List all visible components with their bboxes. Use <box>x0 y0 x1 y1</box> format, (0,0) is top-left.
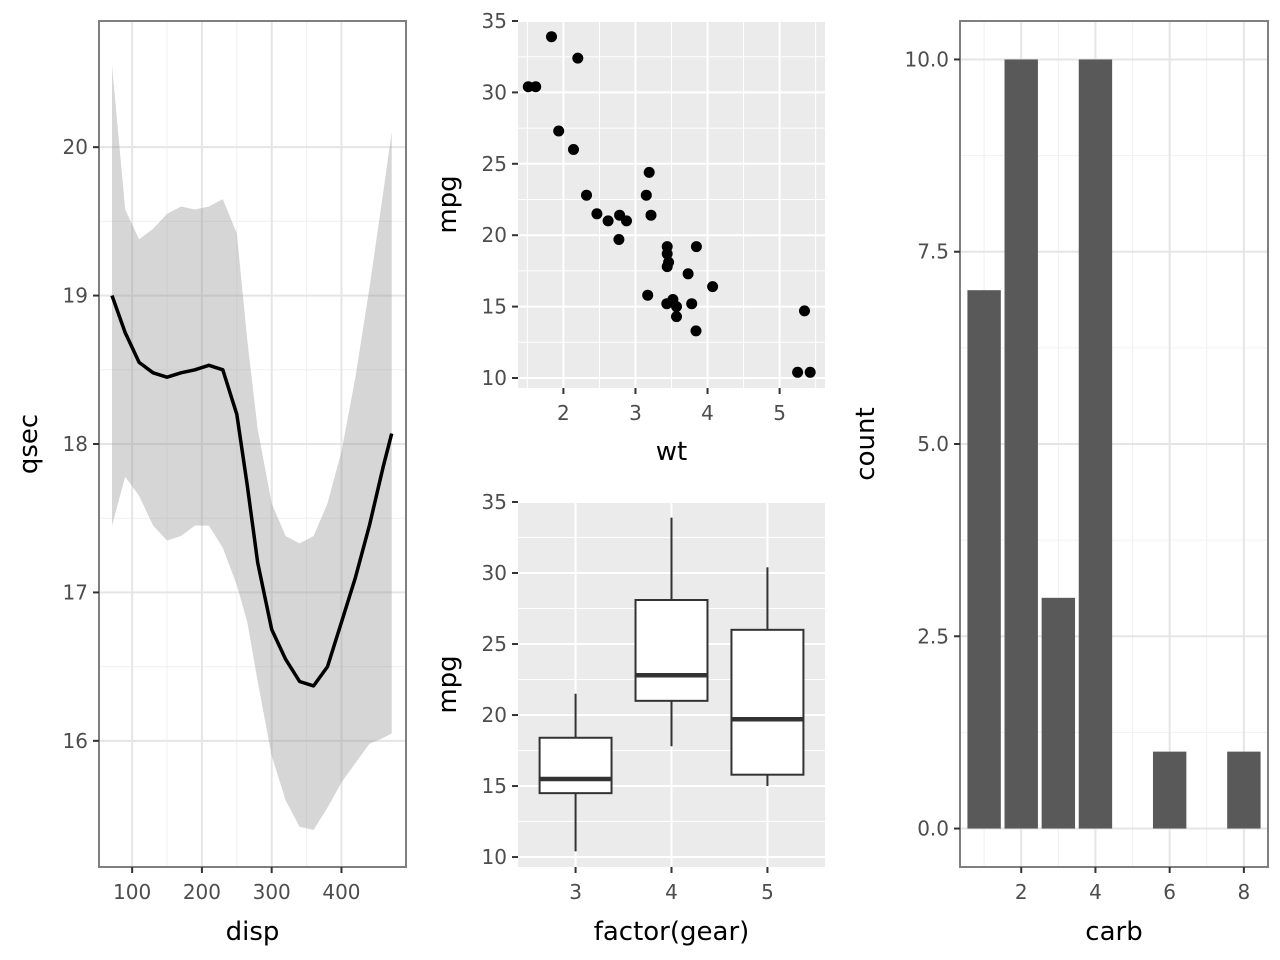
scatter-point <box>799 305 810 317</box>
y-tick-label: 19 <box>63 284 88 308</box>
scatter-point <box>572 52 584 64</box>
box-iqr <box>634 598 709 702</box>
scatter-point <box>686 298 698 310</box>
panel-smooth-disp-qsec: 100 200 300 400 16 17 18 19 20 disp qsec <box>14 20 407 947</box>
y-tick-label: 10 <box>482 366 507 390</box>
scatter-point <box>581 189 592 201</box>
y-tick-label: 35 <box>482 9 507 33</box>
scatter-point <box>645 209 657 221</box>
bar-carb-1 <box>967 290 1001 829</box>
y-tick-label: 15 <box>482 295 507 319</box>
y-tick-label: 5.0 <box>917 432 949 456</box>
x-tick-label: 4 <box>1089 880 1102 904</box>
x-tick-label: 400 <box>322 880 360 904</box>
x-tick-label: 2 <box>1015 880 1028 904</box>
x-axis-title: wt <box>656 437 687 467</box>
y-tick-label: 7.5 <box>917 240 949 264</box>
x-tick-label: 2 <box>557 401 570 425</box>
y-tick-label: 15 <box>482 774 507 798</box>
y-tick-label: 2.5 <box>917 624 949 648</box>
x-tick-label: 8 <box>1238 880 1251 904</box>
y-tick-label: 20 <box>482 703 507 727</box>
scatter-point <box>792 366 804 378</box>
y-axis-title: qsec <box>14 414 44 474</box>
scatter-point <box>614 209 626 221</box>
scatter-point <box>602 215 614 227</box>
scatter-point <box>804 366 816 378</box>
bar-carb-2 <box>1004 59 1038 829</box>
y-axis-title: count <box>851 407 881 480</box>
x-tick-label: 4 <box>665 880 678 904</box>
scatter-point <box>640 189 652 201</box>
scatter-point <box>661 261 673 273</box>
bar-carb-3 <box>1041 597 1076 829</box>
scatter-point <box>591 208 603 220</box>
scatter-point <box>642 289 654 301</box>
x-axis-title: disp <box>226 917 280 947</box>
scatter-point <box>568 144 579 155</box>
y-tick-label: 20 <box>482 223 507 247</box>
scatter-point <box>522 81 534 93</box>
bar-carb-4 <box>1078 59 1113 829</box>
y-tick-label: 16 <box>63 729 88 753</box>
x-tick-label: 200 <box>183 880 221 904</box>
x-tick-label: 5 <box>773 401 786 425</box>
y-tick-label: 35 <box>482 490 507 514</box>
confidence-band <box>112 65 392 830</box>
panel-scatter-wt-mpg: 2 3 4 5 10 15 20 25 30 35 wt mpg <box>433 9 825 467</box>
x-tick-label: 3 <box>629 401 642 425</box>
y-tick-label: 10 <box>482 845 507 869</box>
scatter-point <box>661 298 673 310</box>
x-tick-label: 100 <box>113 880 151 904</box>
y-tick-label: 25 <box>482 152 507 176</box>
scatter-point <box>613 234 625 245</box>
scatter-point <box>671 301 682 313</box>
y-tick-label: 0.0 <box>917 817 949 841</box>
scatter-point <box>546 31 557 43</box>
bar-carb-8 <box>1227 751 1261 829</box>
scatter-point <box>690 241 702 253</box>
y-tick-label: 18 <box>63 432 88 456</box>
panel-boxplot-gear-mpg: 3 4 5 10 15 20 25 30 35 factor(gear) mpg <box>433 490 825 947</box>
scatter-point <box>553 125 565 137</box>
x-tick-label: 3 <box>569 880 582 904</box>
scatter-point <box>682 268 694 280</box>
scatter-point <box>643 166 655 178</box>
box-iqr <box>538 736 613 795</box>
x-tick-label: 300 <box>253 880 291 904</box>
smooth-line <box>110 295 394 688</box>
bar-carb-6 <box>1152 751 1187 829</box>
box-iqr <box>730 628 805 776</box>
y-tick-label: 25 <box>482 632 507 656</box>
y-tick-label: 17 <box>63 580 88 604</box>
x-axis-title: factor(gear) <box>594 917 750 947</box>
y-tick-label: 30 <box>482 561 507 585</box>
scatter-point <box>661 241 673 253</box>
y-tick-label: 10.0 <box>904 47 949 71</box>
scatter-point <box>690 325 702 337</box>
x-axis-title: carb <box>1085 917 1142 947</box>
y-axis-title: mpg <box>433 175 463 233</box>
panel-bar-carb-count: 2 4 6 8 0.0 2.5 5.0 7.5 10.0 carb count <box>851 20 1269 947</box>
y-tick-label: 20 <box>63 135 88 159</box>
y-axis-title: mpg <box>433 655 463 713</box>
x-tick-label: 4 <box>701 401 714 425</box>
scatter-point <box>671 311 682 323</box>
y-tick-label: 30 <box>482 80 507 104</box>
scatter-point <box>707 281 719 293</box>
x-tick-label: 5 <box>761 880 774 904</box>
x-tick-label: 6 <box>1163 880 1176 904</box>
